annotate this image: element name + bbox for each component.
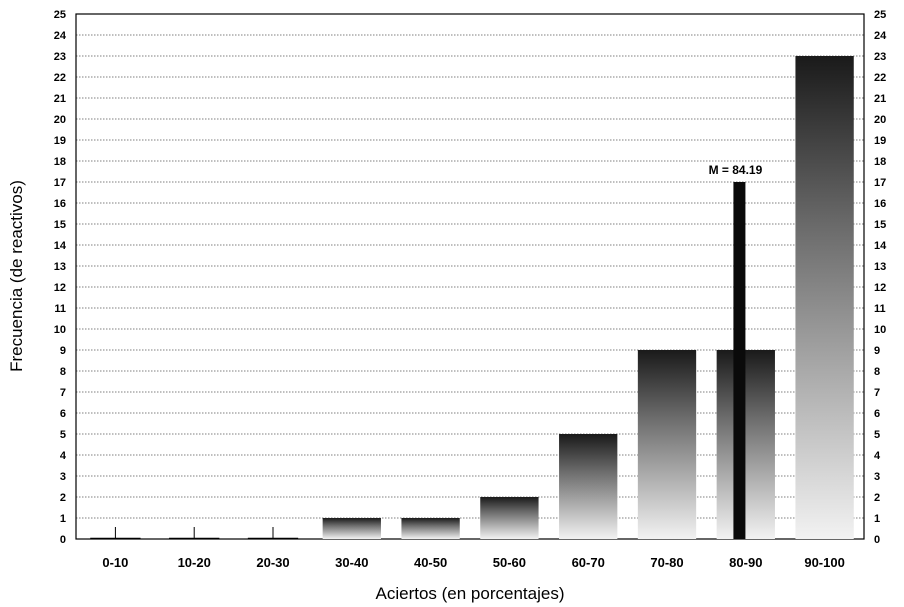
mean-label: M = 84.19 [709,163,763,177]
y-axis-left-ticks: 0123456789101112131415161718192021222324… [54,9,67,546]
y-tick-label-left: 3 [60,471,66,483]
y-tick-label-left: 21 [54,93,66,105]
y-tick-label-left: 16 [54,198,66,210]
y-tick-label-left: 4 [60,450,67,462]
y-tick-label-left: 24 [54,30,67,42]
y-tick-label-right: 7 [874,387,880,399]
y-tick-label-right: 2 [874,492,880,504]
y-tick-label-right: 17 [874,177,886,189]
y-tick-label-right: 8 [874,366,880,378]
x-tick-label: 40-50 [414,555,447,570]
y-tick-label-right: 19 [874,135,886,147]
y-tick-label-right: 4 [874,450,881,462]
y-tick-label-right: 21 [874,93,886,105]
y-tick-label-left: 23 [54,51,66,63]
y-tick-label-right: 1 [874,513,880,525]
y-tick-label-left: 11 [54,303,66,315]
y-tick-label-left: 2 [60,492,66,504]
y-axis-label: Frecuencia (de reactivos) [7,180,26,372]
y-tick-label-left: 18 [54,156,66,168]
x-tick-label: 70-80 [650,555,683,570]
y-tick-label-right: 20 [874,114,886,126]
y-tick-label-left: 22 [54,72,66,84]
y-tick-label-left: 5 [60,429,66,441]
y-tick-label-right: 13 [874,261,886,273]
y-tick-label-right: 23 [874,51,886,63]
y-tick-label-left: 10 [54,324,66,336]
y-tick-label-right: 16 [874,198,886,210]
y-tick-label-right: 9 [874,345,880,357]
y-tick-label-right: 10 [874,324,886,336]
y-tick-label-left: 6 [60,408,66,420]
mean-marker: M = 84.19 [709,163,763,539]
x-tick-label: 30-40 [335,555,368,570]
y-tick-label-right: 22 [874,72,886,84]
bar [795,56,854,539]
y-tick-label-left: 0 [60,534,66,546]
y-tick-label-left: 7 [60,387,66,399]
y-tick-label-left: 13 [54,261,66,273]
x-tick-label: 20-30 [256,555,289,570]
y-tick-label-right: 12 [874,282,886,294]
y-tick-label-left: 1 [60,513,66,525]
y-tick-label-right: 24 [874,30,887,42]
x-axis-label: Aciertos (en porcentajes) [376,584,565,603]
x-tick-label: 90-100 [804,555,844,570]
bar [716,350,775,539]
x-tick-label: 0-10 [102,555,128,570]
y-tick-label-left: 17 [54,177,66,189]
y-tick-label-right: 5 [874,429,880,441]
y-tick-label-right: 3 [874,471,880,483]
bars [90,56,854,540]
bar [401,518,460,539]
mean-bar [733,182,746,539]
y-tick-label-right: 25 [874,9,886,21]
y-tick-label-left: 25 [54,9,66,21]
bar [559,434,618,539]
y-tick-label-right: 18 [874,156,886,168]
x-tick-label: 10-20 [178,555,211,570]
y-tick-label-left: 15 [54,219,66,231]
y-tick-label-left: 8 [60,366,66,378]
x-tick-label: 80-90 [729,555,762,570]
y-tick-label-right: 0 [874,534,880,546]
y-tick-label-left: 20 [54,114,66,126]
plot-frame [75,13,865,540]
y-tick-label-right: 15 [874,219,886,231]
y-tick-label-right: 6 [874,408,880,420]
x-tick-label: 50-60 [493,555,526,570]
bar [480,497,539,539]
x-tick-label: 60-70 [572,555,605,570]
y-tick-label-right: 11 [874,303,886,315]
y-tick-label-left: 19 [54,135,66,147]
y-tick-label-left: 12 [54,282,66,294]
gridlines [76,34,864,519]
y-tick-label-right: 14 [874,240,887,252]
y-tick-label-left: 14 [54,240,67,252]
bar [637,350,697,539]
y-tick-label-left: 9 [60,345,66,357]
y-axis-right-ticks: 0123456789101112131415161718192021222324… [874,9,887,546]
bar [322,518,381,539]
